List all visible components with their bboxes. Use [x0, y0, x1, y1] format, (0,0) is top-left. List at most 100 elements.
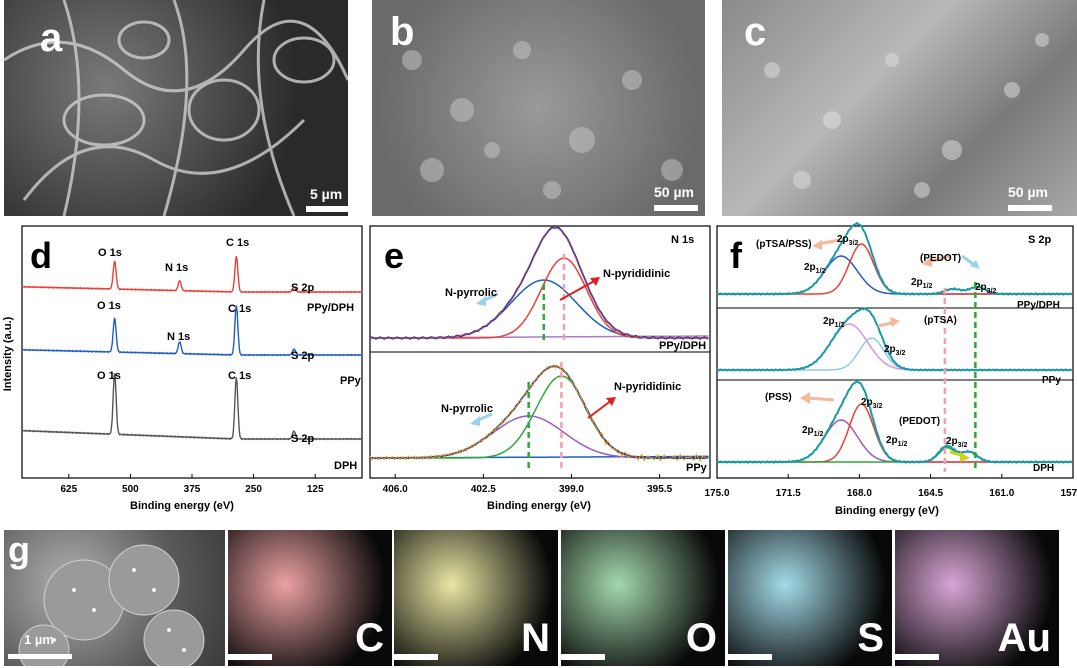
- component-2p12-ppy-dph: [717, 255, 1072, 295]
- x-tick-label: 625: [60, 484, 77, 495]
- x-tick-label: 157.5: [1060, 488, 1077, 499]
- orbital-label: 2p3/2: [975, 282, 997, 295]
- orbital-label: 2p1/2: [804, 262, 826, 275]
- sem-image-a: a 5 µm: [4, 0, 348, 216]
- sample-label: DPH: [1033, 463, 1055, 474]
- x-tick-label: 250: [245, 484, 262, 495]
- sample-label: PPy: [1042, 375, 1061, 386]
- arrow-icon: [476, 296, 486, 306]
- x-ticks-f: 175.0 171.5 168.0 164.5 161.0 157.5: [704, 474, 1077, 499]
- scale-text-a: 5 µm: [310, 186, 343, 202]
- panel-label-c: c: [744, 10, 767, 54]
- x-tick-label: 395.5: [647, 484, 672, 495]
- orbital-label: 2p3/2: [861, 397, 883, 410]
- arrow-icon: [970, 260, 980, 269]
- x-tick-label: 500: [122, 484, 139, 495]
- component-label: N-pyrrolic: [445, 287, 497, 299]
- xps-charts: 625 500 375 250 125 406.0 402.5 399.0 395.5: [21, 222, 1077, 499]
- component-n-pyrrolic-ppy-dph: [370, 279, 709, 339]
- element-label: S: [857, 616, 884, 660]
- element-label: C: [355, 616, 384, 660]
- peak-label: N 1s: [165, 262, 189, 274]
- x-tick-label: 402.5: [471, 484, 496, 495]
- peak-label: S 2p: [291, 433, 315, 445]
- sample-label: PPy: [340, 375, 361, 387]
- fiber-network: [4, 0, 348, 216]
- component-label: N-pyrididinic: [603, 268, 671, 280]
- orbital-label: 2p1/2: [886, 435, 908, 448]
- arrow-icon: [807, 396, 835, 402]
- envelope-dph: [716, 379, 1073, 464]
- sample-label: PPy/DPH: [659, 340, 707, 352]
- envelope-ppy: [716, 307, 1073, 372]
- component-n-pyrrolic-ppy: [370, 415, 709, 459]
- annotation-label: (pTSA): [924, 315, 957, 326]
- annotation-label: (PEDOT): [920, 253, 962, 264]
- series-line-ppy: [21, 305, 363, 357]
- arrow-icon: [800, 392, 810, 404]
- envelope-ppy: [370, 365, 709, 459]
- element-label: Au: [997, 616, 1051, 660]
- element-label: O: [685, 616, 717, 660]
- granular-texture: [764, 33, 1049, 198]
- scale-bar-map: [228, 654, 272, 660]
- annotation-label: (pTSA/PSS): [756, 239, 812, 250]
- scale-bar-map: [728, 654, 772, 660]
- x-tick-label: 168.0: [847, 488, 872, 499]
- component-label: N-pyrididinic: [614, 381, 682, 393]
- component-label: N-pyrrolic: [441, 403, 493, 415]
- sample-label: PPy/DPH: [307, 302, 355, 314]
- component-2p32-dph: [717, 403, 1072, 463]
- y-axis-label-d: Intensity (a.u.): [2, 316, 14, 392]
- peak-label: O 1s: [97, 300, 121, 312]
- x-tick-label: 399.0: [559, 484, 584, 495]
- eds-map-c: C: [228, 530, 392, 666]
- x-tick-label: 406.0: [383, 484, 408, 495]
- x-tick-label: 161.0: [989, 488, 1014, 499]
- component-2p32-ppy-dph: [717, 243, 1072, 295]
- series-line-ppy-dph: [21, 256, 363, 294]
- sample-label: PPy/DPH: [1017, 300, 1060, 311]
- arrow-icon: [590, 277, 600, 286]
- scale-text-g: 1 µm: [24, 632, 54, 647]
- peak-label: S 2p: [291, 350, 315, 362]
- chart-d: 625 500 375 250 125: [21, 225, 363, 495]
- granular-texture: [402, 41, 683, 199]
- scale-bar-map: [895, 654, 939, 660]
- orbital-label: 2p1/2: [802, 425, 824, 438]
- arrow-icon: [922, 257, 932, 267]
- sample-label: DPH: [334, 460, 358, 472]
- raw-data-ppy: [369, 364, 709, 463]
- orbital-label: 2p3/2: [884, 344, 906, 357]
- x-tick-label: 125: [307, 484, 324, 495]
- arrow-icon: [587, 399, 613, 419]
- peak-label: C 1s: [228, 303, 252, 315]
- eds-map-au: Au: [895, 530, 1059, 666]
- envelope-ppy-dph: [370, 226, 709, 339]
- annotation-label: (PEDOT): [899, 416, 941, 427]
- sem-image-c: c 50 µm: [722, 0, 1077, 216]
- element-label: N: [521, 616, 550, 660]
- panel-label-a: a: [40, 16, 63, 60]
- scale-text-c: 50 µm: [1008, 184, 1048, 200]
- x-axis-label-d: Binding energy (eV): [130, 500, 234, 512]
- series-line-dph: [21, 373, 363, 441]
- chart-e: 406.0 402.5 399.0 395.5: [369, 225, 711, 495]
- arrow-icon: [960, 452, 970, 462]
- arrow-icon: [606, 397, 616, 406]
- orbital-label: 2p1/2: [911, 277, 933, 290]
- arrow-icon: [812, 240, 822, 250]
- scale-bar-b: [654, 205, 698, 211]
- raw-data-ppy-dph: [369, 226, 709, 340]
- x-tick-label: 375: [184, 484, 201, 495]
- x-axis-label-f: Binding energy (eV): [835, 505, 939, 517]
- scale-text-b: 50 µm: [654, 184, 694, 200]
- peak-label: S 2p: [291, 282, 315, 294]
- peak-label: C 1s: [226, 237, 250, 249]
- eds-map-o: O: [561, 530, 725, 666]
- eds-map-s: S: [728, 530, 892, 666]
- arrow-icon: [470, 416, 480, 426]
- panel-label-f: f: [730, 235, 742, 276]
- x-tick-label: 171.5: [776, 488, 801, 499]
- chart-title-e: N 1s: [671, 234, 695, 246]
